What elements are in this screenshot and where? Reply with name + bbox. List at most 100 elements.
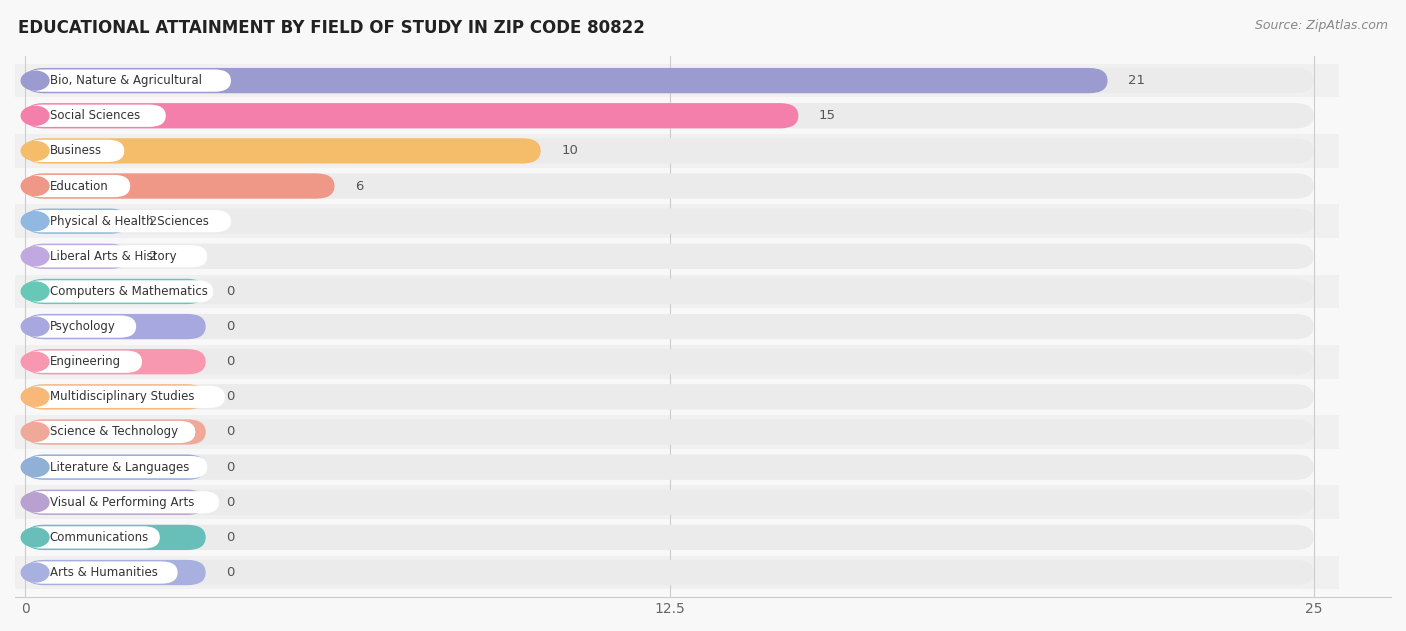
FancyBboxPatch shape: [25, 68, 1313, 93]
FancyBboxPatch shape: [0, 485, 1340, 519]
FancyBboxPatch shape: [25, 560, 205, 585]
FancyBboxPatch shape: [25, 526, 160, 548]
Circle shape: [21, 387, 49, 406]
FancyBboxPatch shape: [0, 204, 1340, 238]
Circle shape: [21, 177, 49, 196]
Circle shape: [21, 352, 49, 371]
FancyBboxPatch shape: [25, 314, 1313, 339]
FancyBboxPatch shape: [0, 274, 1340, 309]
FancyBboxPatch shape: [25, 491, 219, 514]
FancyBboxPatch shape: [25, 210, 231, 232]
FancyBboxPatch shape: [25, 68, 1108, 93]
FancyBboxPatch shape: [25, 103, 1313, 128]
FancyBboxPatch shape: [25, 525, 1313, 550]
FancyBboxPatch shape: [0, 99, 1340, 133]
FancyBboxPatch shape: [0, 521, 1340, 554]
FancyBboxPatch shape: [25, 316, 136, 338]
Text: Computers & Mathematics: Computers & Mathematics: [49, 285, 208, 298]
Text: Multidisciplinary Studies: Multidisciplinary Studies: [49, 391, 194, 403]
Text: Education: Education: [49, 180, 108, 192]
Circle shape: [21, 528, 49, 547]
FancyBboxPatch shape: [25, 69, 231, 91]
Circle shape: [21, 317, 49, 336]
FancyBboxPatch shape: [25, 384, 205, 410]
FancyBboxPatch shape: [25, 175, 131, 197]
FancyBboxPatch shape: [25, 244, 1313, 269]
Text: Liberal Arts & History: Liberal Arts & History: [49, 250, 176, 262]
Circle shape: [21, 457, 49, 476]
Text: 0: 0: [226, 355, 235, 369]
FancyBboxPatch shape: [25, 456, 207, 478]
FancyBboxPatch shape: [25, 208, 1313, 234]
FancyBboxPatch shape: [0, 134, 1340, 168]
FancyBboxPatch shape: [25, 454, 1313, 480]
Text: Bio, Nature & Agricultural: Bio, Nature & Agricultural: [49, 74, 202, 87]
FancyBboxPatch shape: [25, 454, 205, 480]
FancyBboxPatch shape: [25, 349, 205, 374]
Circle shape: [21, 247, 49, 266]
Text: 10: 10: [561, 144, 578, 157]
Text: 0: 0: [226, 461, 235, 474]
Circle shape: [21, 141, 49, 160]
Text: 0: 0: [226, 425, 235, 439]
Text: EDUCATIONAL ATTAINMENT BY FIELD OF STUDY IN ZIP CODE 80822: EDUCATIONAL ATTAINMENT BY FIELD OF STUDY…: [18, 19, 645, 37]
Text: 0: 0: [226, 496, 235, 509]
Text: 2: 2: [149, 215, 157, 228]
Text: Source: ZipAtlas.com: Source: ZipAtlas.com: [1254, 19, 1388, 32]
FancyBboxPatch shape: [25, 560, 1313, 585]
Text: Psychology: Psychology: [49, 320, 115, 333]
Text: Literature & Languages: Literature & Languages: [49, 461, 190, 474]
FancyBboxPatch shape: [25, 245, 207, 268]
Text: Communications: Communications: [49, 531, 149, 544]
FancyBboxPatch shape: [0, 556, 1340, 589]
FancyBboxPatch shape: [25, 421, 195, 443]
FancyBboxPatch shape: [25, 138, 1313, 163]
Text: Physical & Health Sciences: Physical & Health Sciences: [49, 215, 208, 228]
Text: 0: 0: [226, 285, 235, 298]
FancyBboxPatch shape: [25, 351, 142, 373]
FancyBboxPatch shape: [25, 525, 205, 550]
Text: 0: 0: [226, 320, 235, 333]
Text: 0: 0: [226, 566, 235, 579]
FancyBboxPatch shape: [0, 310, 1340, 343]
FancyBboxPatch shape: [0, 345, 1340, 379]
Text: Business: Business: [49, 144, 101, 157]
Circle shape: [21, 282, 49, 301]
Text: Arts & Humanities: Arts & Humanities: [49, 566, 157, 579]
Text: Science & Technology: Science & Technology: [49, 425, 179, 439]
Text: Social Sciences: Social Sciences: [49, 109, 141, 122]
FancyBboxPatch shape: [0, 451, 1340, 484]
FancyBboxPatch shape: [25, 384, 1313, 410]
FancyBboxPatch shape: [25, 420, 205, 445]
FancyBboxPatch shape: [0, 380, 1340, 414]
FancyBboxPatch shape: [25, 420, 1313, 445]
FancyBboxPatch shape: [25, 386, 225, 408]
FancyBboxPatch shape: [25, 139, 124, 162]
FancyBboxPatch shape: [25, 280, 214, 303]
FancyBboxPatch shape: [25, 490, 205, 515]
Circle shape: [21, 212, 49, 230]
Text: 0: 0: [226, 531, 235, 544]
FancyBboxPatch shape: [0, 239, 1340, 273]
FancyBboxPatch shape: [25, 349, 1313, 374]
Text: 21: 21: [1128, 74, 1144, 87]
FancyBboxPatch shape: [25, 174, 1313, 199]
Text: Visual & Performing Arts: Visual & Performing Arts: [49, 496, 194, 509]
FancyBboxPatch shape: [25, 105, 166, 127]
FancyBboxPatch shape: [25, 562, 177, 584]
Circle shape: [21, 493, 49, 512]
FancyBboxPatch shape: [25, 174, 335, 199]
FancyBboxPatch shape: [25, 314, 205, 339]
Text: 2: 2: [149, 250, 157, 262]
FancyBboxPatch shape: [25, 279, 1313, 304]
FancyBboxPatch shape: [25, 244, 128, 269]
Text: 6: 6: [356, 180, 364, 192]
Circle shape: [21, 106, 49, 125]
FancyBboxPatch shape: [0, 415, 1340, 449]
Circle shape: [21, 71, 49, 90]
Text: Engineering: Engineering: [49, 355, 121, 369]
Circle shape: [21, 563, 49, 582]
FancyBboxPatch shape: [0, 169, 1340, 203]
FancyBboxPatch shape: [25, 490, 1313, 515]
FancyBboxPatch shape: [25, 279, 205, 304]
